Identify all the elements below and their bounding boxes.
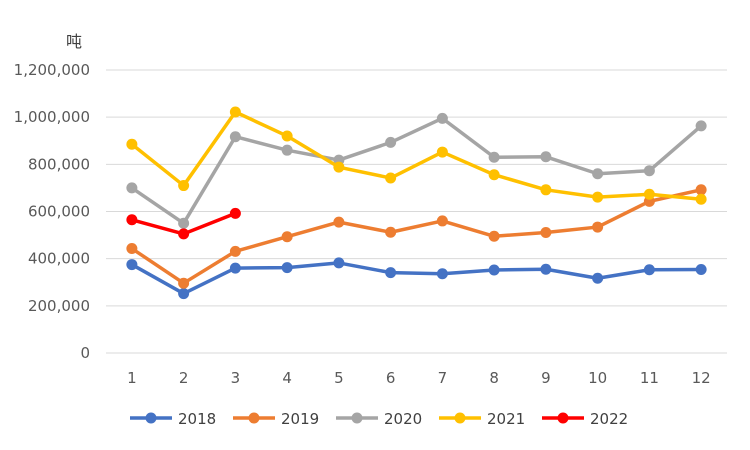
series-2018: [126, 257, 707, 300]
data-point: [385, 226, 397, 238]
legend-label: 2022: [590, 410, 628, 428]
y-tick-label: 800,000: [28, 155, 90, 173]
data-point: [695, 264, 707, 276]
series-2021: [126, 106, 707, 205]
data-point: [126, 138, 138, 150]
data-point: [488, 264, 500, 276]
data-point: [436, 112, 448, 124]
x-tick-label: 9: [541, 369, 551, 387]
data-point: [333, 257, 345, 269]
data-point: [126, 243, 138, 255]
x-tick-label: 4: [282, 369, 292, 387]
series-line: [130, 116, 703, 226]
x-axis-tick-labels: 1 2 3 4 5 6 7 8 9 10 11 12: [127, 369, 711, 387]
data-point: [643, 264, 655, 276]
x-tick-label: 6: [386, 369, 396, 387]
x-tick-label: 12: [692, 369, 711, 387]
data-point: [643, 165, 655, 177]
legend-label: 2021: [487, 410, 525, 428]
legend: 2018 2019 2020 2021 2022: [130, 410, 628, 428]
x-tick-label: 11: [640, 369, 659, 387]
x-tick-label: 3: [231, 369, 241, 387]
y-tick-label: 1,200,000: [14, 61, 90, 79]
data-point: [178, 277, 190, 289]
legend-label: 2020: [384, 410, 422, 428]
data-point: [333, 161, 345, 173]
data-point: [229, 106, 241, 118]
data-point: [178, 288, 190, 300]
x-tick-label: 8: [489, 369, 499, 387]
legend-item: 2022: [542, 410, 628, 428]
data-point: [436, 146, 448, 158]
data-point: [281, 130, 293, 142]
y-axis-unit-label: 吨: [66, 32, 82, 51]
data-point: [488, 169, 500, 181]
series-line: [130, 110, 703, 201]
data-point: [178, 180, 190, 192]
data-point: [229, 207, 241, 219]
legend-item: 2019: [233, 410, 319, 428]
data-point: [126, 182, 138, 194]
data-point: [488, 230, 500, 242]
x-tick-label: 7: [438, 369, 448, 387]
legend-item: 2018: [130, 410, 216, 428]
data-point: [436, 268, 448, 280]
x-tick-label: 5: [334, 369, 344, 387]
legend-item: 2020: [336, 410, 422, 428]
x-tick-label: 10: [588, 369, 607, 387]
data-point: [695, 120, 707, 132]
data-point: [229, 245, 241, 257]
data-point: [695, 184, 707, 196]
legend-marker: [145, 412, 157, 424]
data-point: [643, 188, 655, 200]
data-point: [540, 226, 552, 238]
series-2019: [126, 184, 707, 289]
data-point: [592, 191, 604, 203]
data-point: [281, 144, 293, 156]
data-point: [126, 259, 138, 271]
data-point: [333, 216, 345, 228]
series-lines: [126, 106, 707, 300]
data-point: [178, 217, 190, 229]
data-point: [488, 151, 500, 163]
y-tick-label: 200,000: [28, 297, 90, 315]
data-point: [592, 272, 604, 284]
data-point: [540, 184, 552, 196]
y-tick-label: 0: [80, 344, 90, 362]
data-point: [281, 231, 293, 243]
y-tick-label: 600,000: [28, 203, 90, 221]
data-point: [178, 228, 190, 240]
data-point: [385, 172, 397, 184]
data-point: [281, 262, 293, 274]
data-point: [592, 168, 604, 180]
series-2020: [126, 112, 707, 229]
data-point: [229, 262, 241, 274]
y-tick-label: 400,000: [28, 250, 90, 268]
legend-item: 2021: [439, 410, 525, 428]
series-line: [130, 188, 703, 285]
legend-marker: [351, 412, 363, 424]
y-tick-label: 1,000,000: [14, 108, 90, 126]
gridlines: [106, 69, 727, 354]
x-tick-label: 2: [179, 369, 189, 387]
legend-marker: [454, 412, 466, 424]
data-point: [385, 267, 397, 279]
legend-label: 2018: [178, 410, 216, 428]
x-tick-label: 1: [127, 369, 137, 387]
data-point: [540, 151, 552, 163]
series-2022: [126, 207, 241, 240]
data-point: [436, 215, 448, 227]
data-point: [385, 136, 397, 148]
legend-marker: [557, 412, 569, 424]
data-point: [229, 131, 241, 143]
data-point: [126, 214, 138, 226]
data-point: [540, 263, 552, 275]
data-point: [695, 193, 707, 205]
legend-marker: [248, 412, 260, 424]
series-line: [130, 261, 703, 296]
y-axis-tick-labels: 0 200,000 400,000 600,000 800,000 1,000,000 1,…: [14, 61, 90, 362]
legend-label: 2019: [281, 410, 319, 428]
data-point: [592, 221, 604, 233]
